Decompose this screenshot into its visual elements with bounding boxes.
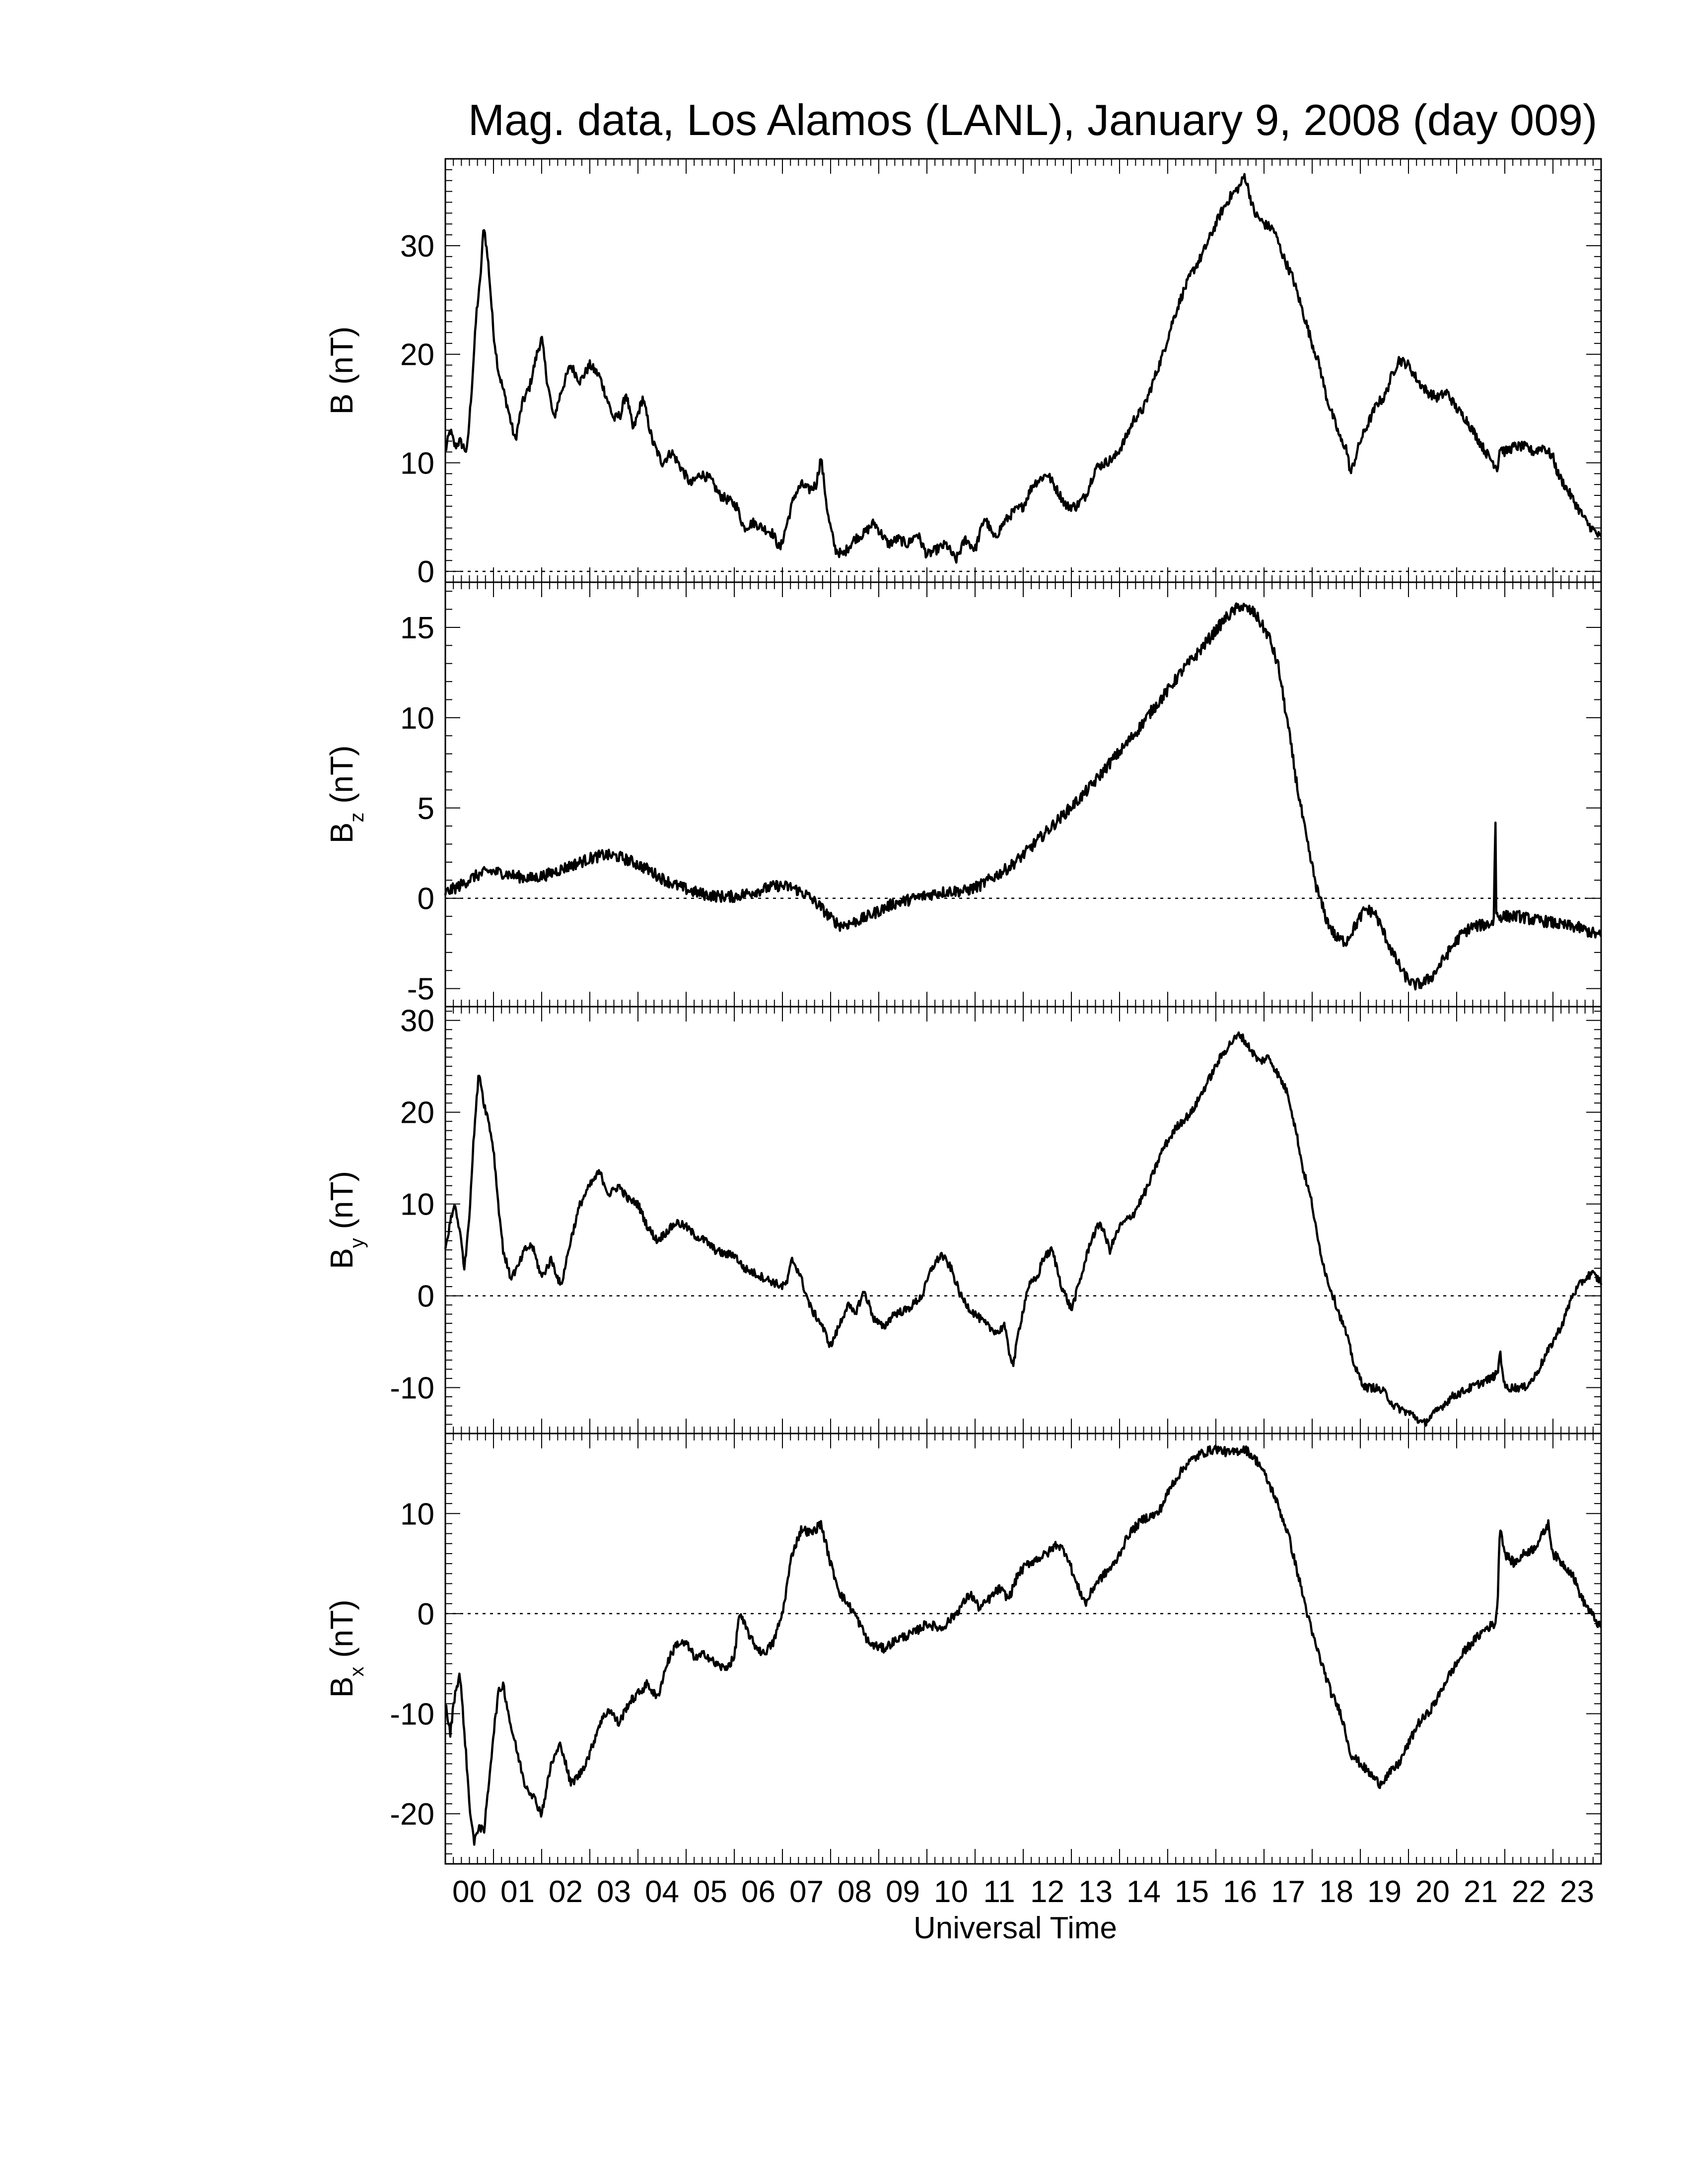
series-line [444, 1444, 1602, 1846]
y-axis-label: By (nT) [324, 1171, 368, 1269]
y-tick-label: 0 [418, 882, 434, 916]
x-tick-label: 05 [693, 1875, 727, 1909]
y-tick-label: -10 [390, 1698, 434, 1732]
y-tick-label: 10 [400, 1188, 434, 1222]
x-tick-label: 23 [1560, 1875, 1594, 1909]
x-tick-label: 09 [886, 1875, 920, 1909]
x-tick-label: 08 [838, 1875, 872, 1909]
x-tick-label: 17 [1271, 1875, 1305, 1909]
y-axis-label-symbol: B [324, 394, 359, 415]
y-tick-label: -20 [390, 1797, 434, 1832]
y-axis-label: Bx (nT) [324, 1600, 368, 1698]
y-axis-label: Bz (nT) [324, 746, 368, 844]
x-tick-label: 10 [934, 1875, 968, 1909]
y-tick-label: 10 [400, 701, 434, 736]
y-axis-label-subscript: x [346, 1667, 368, 1677]
y-axis-label-symbol: B [324, 1248, 359, 1269]
y-tick-label: 0 [418, 1280, 434, 1314]
x-tick-label: 15 [1175, 1875, 1209, 1909]
y-tick-label: 30 [400, 229, 434, 264]
y-tick-label: 10 [400, 1497, 434, 1531]
y-axis-label-subscript: z [346, 813, 368, 822]
x-tick-label: 22 [1512, 1875, 1546, 1909]
y-tick-label: 0 [418, 555, 434, 589]
y-axis-label-subscript: y [346, 1238, 368, 1248]
y-tick-label: 20 [400, 338, 434, 372]
y-tick-label: 20 [400, 1096, 434, 1130]
y-axis-label-unit: (nT) [324, 746, 359, 813]
panel-2: -5 0 5 10 15 Bz (nT) [324, 581, 1602, 1008]
panel-3: -10 0 10 20 30 By (nT) [324, 1004, 1603, 1434]
y-tick-label: 5 [418, 792, 434, 826]
panel-frame [444, 1433, 1602, 1865]
x-tick-label: 20 [1415, 1875, 1450, 1909]
y-axis-label-unit: (nT) [324, 1171, 359, 1238]
x-tick-label: 07 [789, 1875, 824, 1909]
panels: 0 10 20 30 B (nT) -5 0 5 10 15 Bz (nT) -10 0 10 20 30 By… [324, 158, 1603, 1865]
panel-frame [444, 1006, 1602, 1434]
x-tick-label: 13 [1078, 1875, 1113, 1909]
x-tick-label: 16 [1223, 1875, 1257, 1909]
panel-frame [444, 158, 1602, 583]
y-tick-label: 30 [400, 1004, 434, 1038]
y-tick-label: 0 [418, 1597, 434, 1632]
x-tick-label: 12 [1030, 1875, 1064, 1909]
y-tick-label: -10 [390, 1371, 434, 1406]
x-tick-label: 18 [1319, 1875, 1353, 1909]
series-line [444, 602, 1602, 991]
y-axis-label-symbol: B [324, 822, 359, 844]
chart-title: Mag. data, Los Alamos (LANL), January 9,… [468, 95, 1598, 144]
y-axis-label: B (nT) [324, 327, 359, 415]
panel-1: 0 10 20 30 B (nT) [324, 158, 1602, 589]
x-axis-title: Universal Time [914, 1911, 1117, 1945]
x-tick-label: 01 [500, 1875, 535, 1909]
panel-frame [444, 581, 1602, 1008]
x-axis-tick-labels: 00 01 02 03 04 05 06 07 08 09 10 11 12 13 14 15 16 17 18 19… [452, 1875, 1594, 1909]
y-tick-label: 15 [400, 611, 434, 645]
y-tick-label: -5 [407, 972, 434, 1007]
x-tick-label: 06 [741, 1875, 775, 1909]
y-axis-label-symbol: B [324, 1677, 359, 1698]
x-tick-label: 04 [645, 1875, 679, 1909]
x-tick-label: 00 [452, 1875, 487, 1909]
series-line [445, 173, 1602, 564]
y-axis-label-unit: (nT) [324, 327, 359, 394]
x-tick-label: 21 [1464, 1875, 1498, 1909]
panel-4: -20 -10 0 10 Bx (nT) [324, 1433, 1602, 1865]
y-tick-label: 10 [400, 446, 434, 480]
x-tick-label: 14 [1126, 1875, 1161, 1909]
x-tick-label: 19 [1367, 1875, 1402, 1909]
series-line [444, 1031, 1603, 1427]
x-tick-label: 02 [549, 1875, 583, 1909]
x-tick-label: 03 [597, 1875, 631, 1909]
x-tick-label: 11 [983, 1875, 1015, 1909]
y-axis-label-unit: (nT) [324, 1600, 359, 1667]
